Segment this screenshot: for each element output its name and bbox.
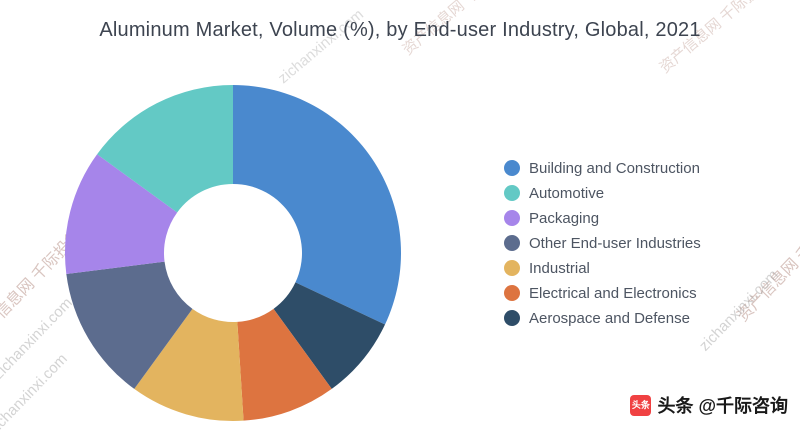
legend-label: Aerospace and Defense bbox=[529, 309, 690, 327]
legend-item-packaging: Packaging bbox=[504, 208, 701, 228]
legend-label: Industrial bbox=[529, 259, 590, 277]
pie-slice-building-and-construction bbox=[233, 85, 401, 325]
legend-label: Building and Construction bbox=[529, 159, 700, 177]
brand-watermark: 头条 头条 @千际咨询 bbox=[630, 392, 788, 418]
legend-swatch-icon bbox=[504, 285, 520, 301]
legend-item-other-end-user-industries: Other End-user Industries bbox=[504, 233, 701, 253]
brand-handle: 头条 @千际咨询 bbox=[657, 396, 788, 416]
legend-label: Electrical and Electronics bbox=[529, 284, 697, 302]
chart-title: Aluminum Market, Volume (%), by End-user… bbox=[99, 19, 701, 41]
pie-slice-packaging bbox=[64, 154, 178, 275]
legend-swatch-icon bbox=[504, 160, 520, 176]
legend-swatch-icon bbox=[504, 260, 520, 276]
legend-item-electrical-and-electronics: Electrical and Electronics bbox=[504, 283, 701, 303]
legend-item-industrial: Industrial bbox=[504, 258, 701, 278]
legend-item-aerospace-and-defense: Aerospace and Defense bbox=[504, 308, 701, 328]
legend-label: Other End-user Industries bbox=[529, 234, 701, 252]
pie-slice-electrical-and-electronics bbox=[237, 308, 332, 421]
legend: Building and Construction Automotive Packa… bbox=[504, 158, 701, 328]
legend-swatch-icon bbox=[504, 310, 520, 326]
legend-item-automotive: Automotive bbox=[504, 183, 701, 203]
legend-item-building-and-construction: Building and Construction bbox=[504, 158, 701, 178]
donut-chart bbox=[64, 85, 401, 422]
legend-swatch-icon bbox=[504, 210, 520, 226]
pie-slice-industrial bbox=[134, 308, 244, 422]
legend-swatch-icon bbox=[504, 235, 520, 251]
toutiao-icon: 头条 bbox=[630, 394, 652, 416]
pie-slice-other-end-user-industries bbox=[66, 261, 193, 389]
pie-slice-aerospace-and-defense bbox=[273, 282, 386, 389]
legend-label: Automotive bbox=[529, 184, 605, 202]
pie-slice-automotive bbox=[97, 85, 233, 213]
legend-label: Packaging bbox=[529, 209, 600, 227]
legend-swatch-icon bbox=[504, 185, 520, 201]
